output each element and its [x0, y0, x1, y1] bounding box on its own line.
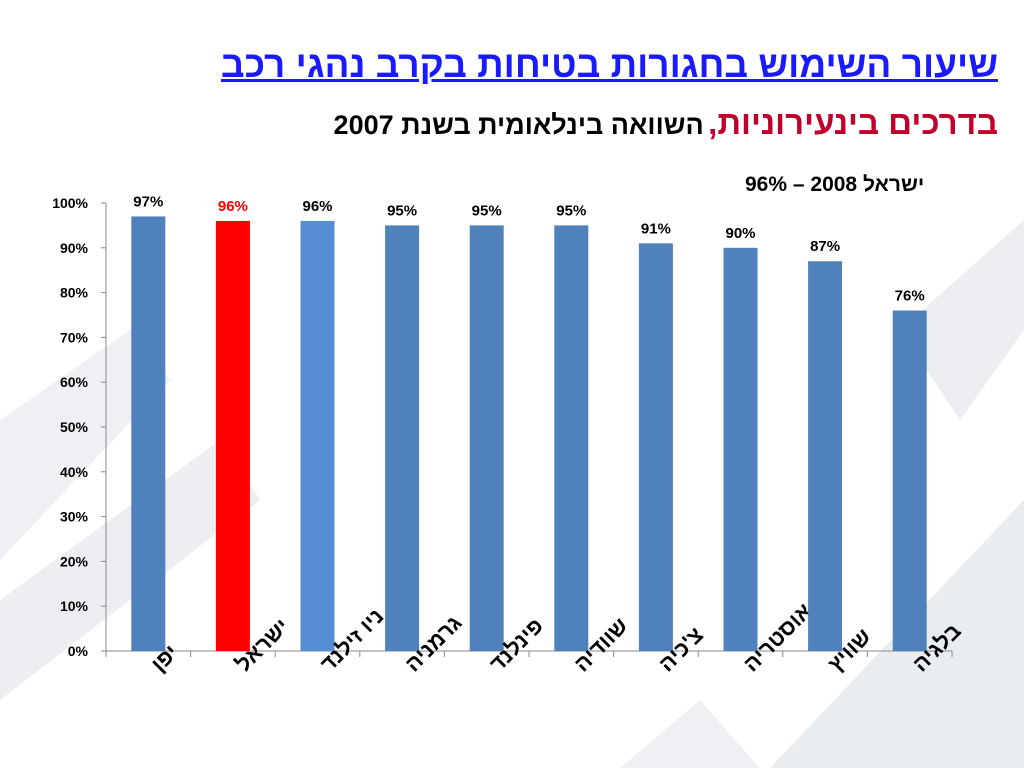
y-tick-label: 10%: [60, 598, 89, 614]
bar: [808, 261, 843, 651]
bar: [554, 225, 589, 651]
data-label: 91%: [641, 220, 671, 237]
y-tick-label: 70%: [60, 329, 89, 345]
y-tick-label: 20%: [60, 553, 89, 569]
bar: [385, 225, 420, 651]
bar: [892, 310, 927, 651]
data-label: 95%: [387, 202, 417, 219]
bar: [300, 220, 335, 652]
y-tick-label: 60%: [60, 374, 89, 390]
bar: [131, 216, 166, 651]
chart-subtitle: השוואה בינלאומית בשנת 2007: [333, 110, 704, 140]
data-label: 90%: [725, 225, 755, 242]
data-label: 96%: [218, 198, 248, 215]
y-tick-label: 50%: [60, 419, 89, 435]
y-tick-label: 90%: [60, 240, 89, 256]
data-label: 76%: [895, 288, 925, 305]
bar: [215, 220, 250, 652]
chart-title-red: בדרכים בינעירוניות,: [708, 104, 998, 141]
chart-title-line2: בדרכים בינעירוניות, השוואה בינלאומית בשנ…: [334, 104, 998, 142]
y-tick-label: 100%: [52, 195, 88, 211]
bar: [723, 247, 758, 652]
data-label: 95%: [472, 202, 502, 219]
data-label: 97%: [133, 193, 163, 210]
bar: [638, 243, 673, 651]
y-tick-label: 0%: [68, 643, 89, 659]
chart-title-line1: שיעור השימוש בחגורות בטיחות בקרב נהגי רכ…: [221, 44, 998, 85]
data-label: 87%: [810, 238, 840, 255]
y-tick-label: 30%: [60, 509, 89, 525]
y-tick-label: 80%: [60, 285, 89, 301]
data-label: 96%: [302, 198, 332, 215]
bar: [469, 225, 504, 651]
israel-2008-annotation: ישראל 2008 – 96%: [745, 173, 925, 196]
data-label: 95%: [556, 202, 586, 219]
y-tick-label: 40%: [60, 464, 89, 480]
